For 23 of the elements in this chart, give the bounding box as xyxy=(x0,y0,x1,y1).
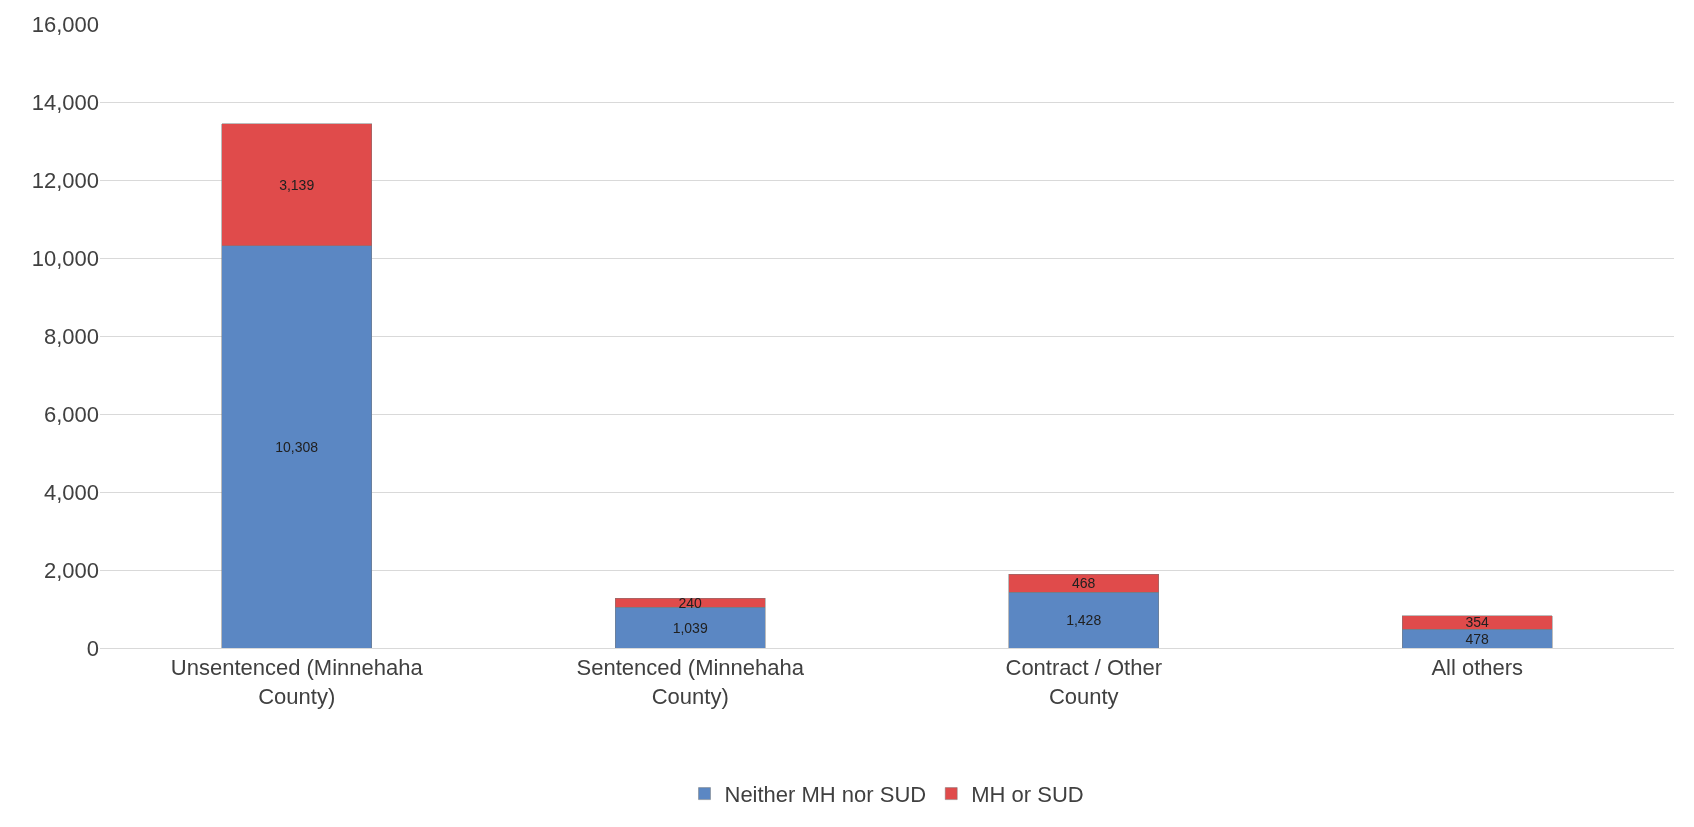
data-label: 1,039 xyxy=(672,619,708,636)
x-tick-label: Unsentenced (Minnehaha County) xyxy=(170,655,424,709)
y-tick-label: 2,000 xyxy=(43,557,99,583)
x-tick-label: Sentenced (Minnehaha County) xyxy=(576,655,805,709)
data-label: 240 xyxy=(678,594,703,611)
data-label: 354 xyxy=(1465,614,1490,631)
y-tick-label: 16,000 xyxy=(31,11,99,37)
data-label: 3,139 xyxy=(279,176,315,193)
y-tick-label: 12,000 xyxy=(31,167,99,193)
data-label: 1,428 xyxy=(1066,612,1102,629)
x-tick-label: Contract / Other County xyxy=(1005,655,1163,709)
x-tick-label: All others xyxy=(1431,655,1524,681)
data-label: 478 xyxy=(1465,630,1490,647)
y-tick-label: 14,000 xyxy=(31,89,99,115)
data-label: 10,308 xyxy=(275,438,319,455)
data-label: 468 xyxy=(1071,575,1096,592)
y-tick-label: 0 xyxy=(86,635,99,661)
y-tick-label: 6,000 xyxy=(43,401,99,427)
legend-label: Neither MH nor SUD xyxy=(724,782,927,808)
legend-label: MH or SUD xyxy=(971,782,1084,808)
y-tick-label: 10,000 xyxy=(31,245,99,271)
y-tick-label: 8,000 xyxy=(43,323,99,349)
y-tick-label: 4,000 xyxy=(43,479,99,505)
